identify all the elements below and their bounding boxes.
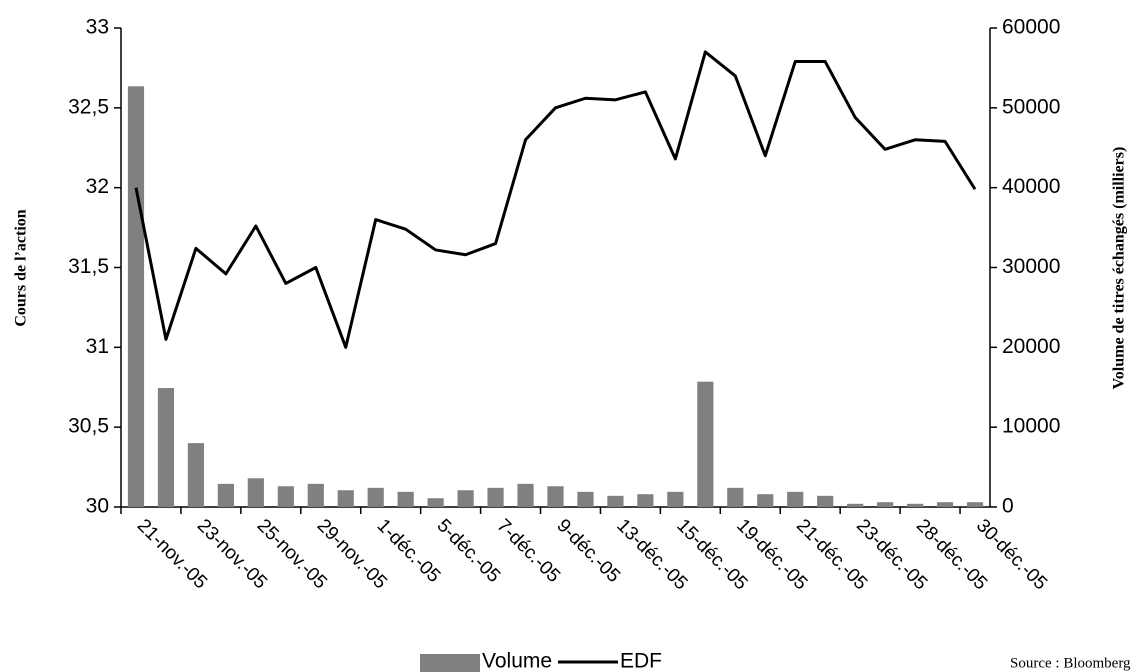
bar: [157, 388, 175, 507]
bar: [337, 490, 354, 507]
x-tick-label: 9-déc.-05: [552, 515, 624, 587]
bar: [367, 487, 384, 507]
bar: [847, 503, 864, 507]
y2-tick-label: 10000: [1002, 415, 1060, 438]
bar: [966, 502, 984, 507]
y2-tick-label: 50000: [1002, 95, 1060, 118]
bar: [547, 486, 564, 507]
bar: [637, 494, 654, 507]
bar: [427, 498, 444, 507]
bar: [187, 443, 205, 507]
bar: [936, 502, 954, 507]
x-tick-label: 7-déc.-05: [492, 515, 564, 587]
bar: [727, 487, 744, 507]
y2-tick-label: 20000: [1002, 335, 1060, 358]
y-tick-label: 30,5: [68, 415, 109, 438]
x-tick-label: 5-déc.-05: [433, 515, 505, 587]
y-tick-label: 31: [86, 335, 109, 358]
bar: [607, 495, 624, 507]
bar: [217, 483, 234, 507]
y-axis-title: Cours de l’action: [13, 209, 30, 326]
y2-tick-label: 30000: [1002, 255, 1060, 278]
bar: [577, 491, 594, 507]
y-tick-label: 32,5: [68, 95, 109, 118]
bar: [787, 491, 804, 507]
y2-tick-label: 0: [1002, 495, 1014, 518]
bar: [906, 503, 924, 507]
y-tick-label: 33: [86, 16, 109, 39]
legend-label: EDF: [620, 650, 662, 672]
y-tick-label: 32: [86, 175, 109, 198]
bar: [697, 381, 714, 507]
bar: [877, 502, 894, 507]
bar: [247, 478, 264, 507]
bar: [397, 491, 414, 507]
y2-tick-label: 40000: [1002, 175, 1060, 198]
y2-tick-label: 60000: [1002, 16, 1060, 39]
y2-axis-title: Volume de titres échangés (milliers): [1111, 147, 1128, 390]
y-tick-label: 30: [86, 495, 109, 518]
bar: [487, 487, 504, 507]
source: Source : Bloomberg: [1010, 655, 1131, 671]
legend-label: Volume: [482, 650, 552, 672]
bar: [277, 486, 294, 507]
bar: [667, 491, 684, 507]
bar: [127, 86, 145, 508]
bar: [307, 483, 324, 507]
y-tick-label: 31,5: [68, 255, 109, 278]
bar: [517, 483, 534, 507]
bar: [817, 495, 834, 507]
bar: [757, 494, 774, 507]
line: [134, 50, 977, 349]
bar: [457, 490, 474, 507]
legend-swatch: [420, 654, 480, 672]
